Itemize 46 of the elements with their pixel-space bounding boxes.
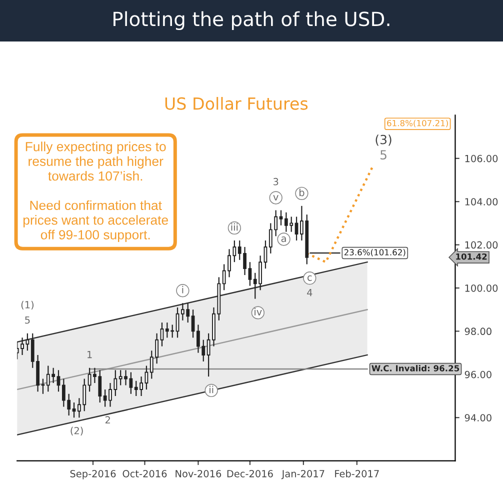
- candlestick: [264, 240, 268, 270]
- annotation: 23.6%(101.62): [344, 248, 406, 256]
- annotation: a: [281, 236, 286, 242]
- x-tick-label: Jan-2017: [281, 470, 324, 480]
- text: 101.42: [456, 253, 487, 260]
- chart-subtitle: US Dollar Futures: [165, 96, 308, 110]
- annotation: (3): [376, 134, 392, 146]
- candlestick: [191, 309, 195, 338]
- annotation: 1: [88, 351, 92, 358]
- annotation: 5: [380, 150, 386, 160]
- annotation: iii: [231, 223, 238, 231]
- y-tick-label: 98.00: [464, 328, 492, 336]
- candlestick: [279, 210, 283, 226]
- annotation: v: [273, 195, 278, 200]
- annotation: 3: [273, 178, 278, 186]
- candlestick: [56, 370, 60, 392]
- annotation: ii: [210, 386, 214, 394]
- candlestick: [20, 337, 24, 356]
- annotation: W.C. Invalid: 96.25: [372, 364, 460, 372]
- candlestick: [248, 262, 252, 286]
- candlestick: [72, 402, 76, 418]
- y-tick-label: 104.00: [465, 198, 498, 206]
- x-tick-label: Feb-2017: [335, 470, 379, 478]
- annotation: 2: [105, 416, 110, 424]
- y-tick-label: 106.00: [465, 154, 498, 162]
- annotation: 61.8%(107.21): [387, 120, 448, 128]
- annotation: c: [308, 275, 312, 281]
- candlestick: [294, 216, 298, 242]
- y-tick-label: 100.00: [465, 284, 498, 292]
- annotation: 5: [25, 316, 30, 324]
- annotation: (2): [70, 426, 83, 436]
- annotation: 4: [307, 289, 312, 296]
- y-tick-label: 102.00: [465, 241, 498, 249]
- y-tick-label: 94.00: [464, 414, 492, 422]
- annotation: b: [300, 188, 304, 196]
- x-tick-label: Dec-2016: [227, 470, 273, 478]
- annotation: i: [182, 286, 184, 294]
- annotation: (1): [21, 300, 34, 310]
- x-tick-label: Sep-2016: [70, 470, 116, 480]
- y-tick-label: 96.00: [464, 370, 492, 378]
- text: Fully expecting prices to resume the path higher towards 107’ish. Need confirmation that prices want to accelerate off 99-100 support.: [23, 142, 168, 242]
- x-tick-label: Oct-2016: [122, 470, 167, 478]
- chart-title: Plotting the path of the USD.: [114, 11, 390, 30]
- candlestick: [160, 322, 164, 347]
- x-tick-label: Nov-2016: [176, 470, 222, 478]
- annotation: iv: [254, 308, 262, 316]
